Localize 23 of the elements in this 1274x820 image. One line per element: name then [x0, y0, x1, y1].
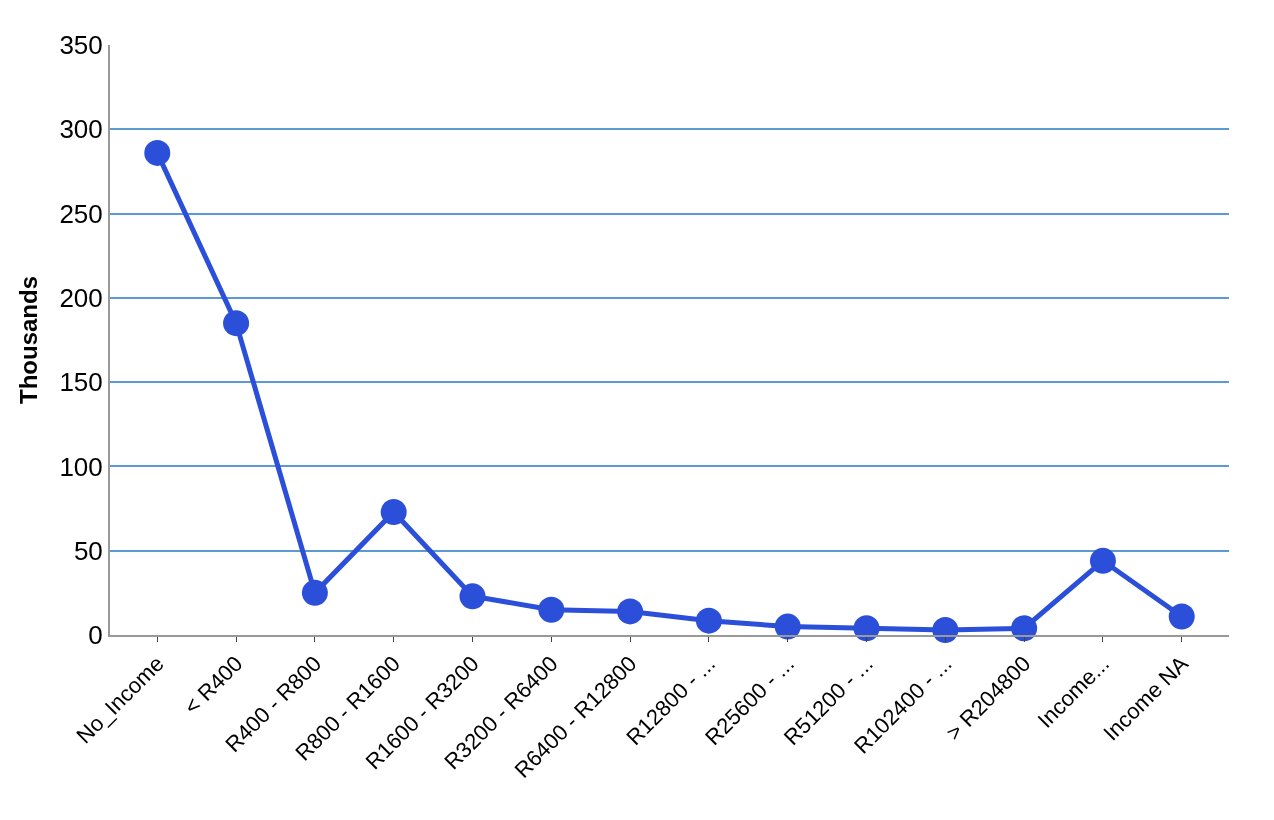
- y-tick-label: 250: [59, 198, 103, 229]
- point: [617, 598, 644, 625]
- point: [538, 596, 565, 623]
- point: [144, 139, 171, 166]
- point: [774, 613, 801, 640]
- y-axis-title: Thousands: [15, 275, 43, 405]
- point: [301, 579, 328, 606]
- point: [380, 498, 407, 525]
- y-tick-label: 350: [59, 30, 103, 61]
- point: [459, 583, 486, 610]
- y-tick-label: 100: [59, 451, 103, 482]
- y-tick-label: 50: [73, 535, 103, 566]
- point: [853, 615, 880, 642]
- point: [695, 607, 722, 634]
- point: [223, 310, 250, 337]
- y-tick-label: 0: [88, 620, 103, 651]
- point: [1168, 603, 1195, 630]
- point: [1011, 615, 1038, 642]
- y-tick-label: 300: [59, 114, 103, 145]
- y-tick-label: 200: [59, 282, 103, 313]
- point: [1089, 547, 1116, 574]
- y-tick-label: 150: [59, 367, 103, 398]
- point: [932, 616, 959, 643]
